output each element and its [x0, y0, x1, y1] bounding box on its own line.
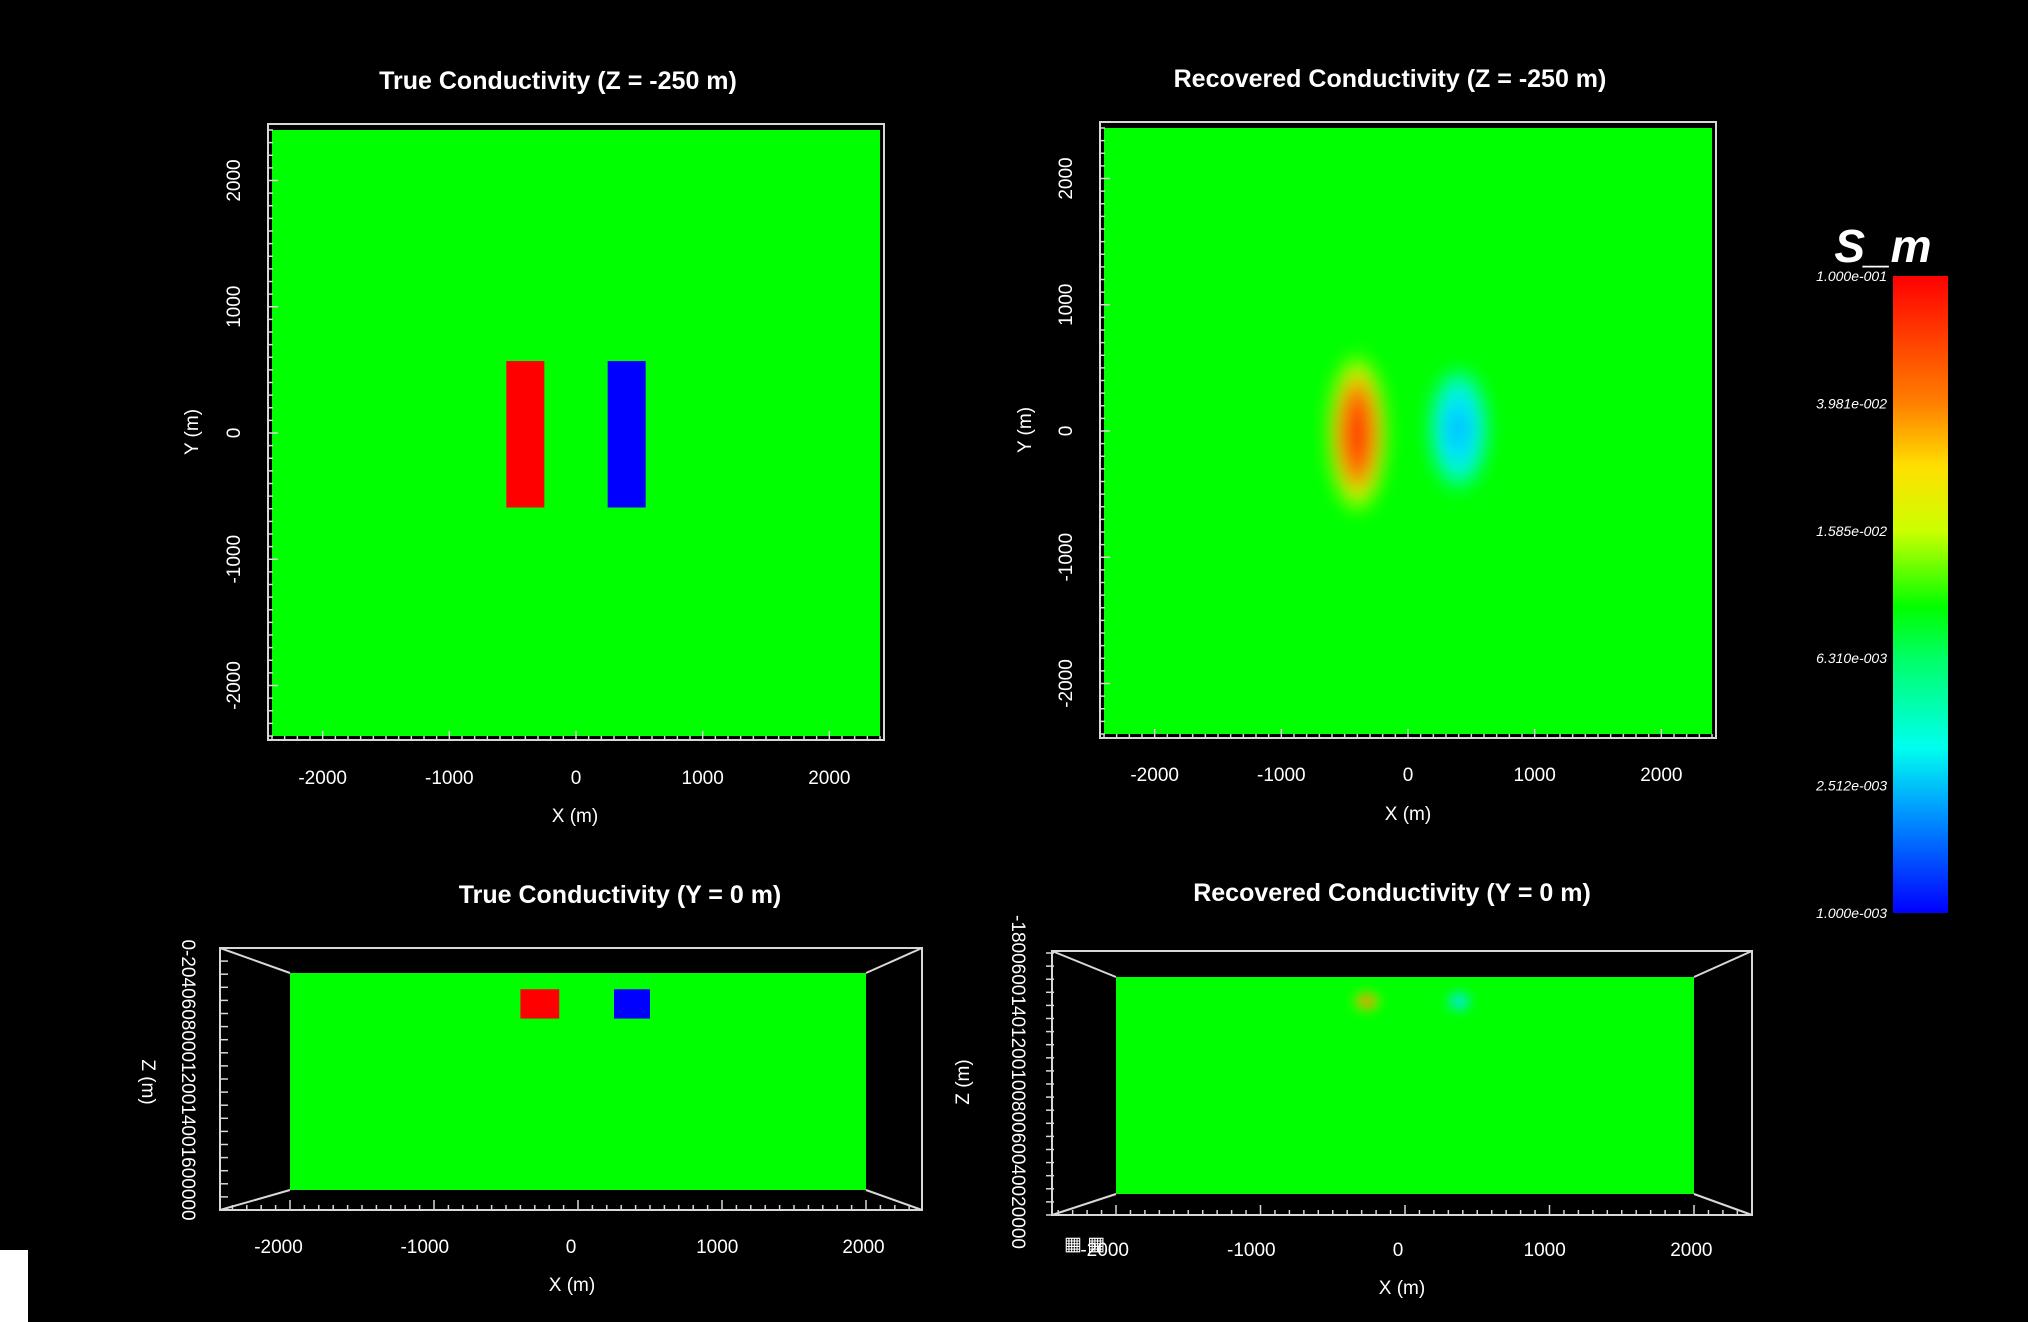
- background-model: [1116, 977, 1694, 1194]
- x-axis: -2000 -1000 0 1000 2000: [1057, 1205, 1739, 1261]
- x-tick-label: -2000: [1080, 1240, 1129, 1261]
- colorbar: S_m 1.000e-001 3.981e-002 1.585e-002 6.310e…: [1815, 220, 1948, 921]
- x-tick-label: -1000: [1257, 765, 1306, 786]
- z-axis-label: Z (m): [953, 1059, 974, 1104]
- conductive-body: [520, 989, 560, 1019]
- x-axis: -2000 -1000 0 1000 2000: [231, 1200, 910, 1258]
- z-axis: [220, 947, 228, 1211]
- x-tick-label: -2000: [254, 1237, 303, 1258]
- x-axis-label: X (m): [1385, 804, 1431, 825]
- colorbar-tick-label: 1.000e-001: [1816, 268, 1887, 284]
- colorbar-tick-label: 3.981e-002: [1816, 395, 1887, 411]
- x-tick-label: 2000: [842, 1237, 884, 1258]
- recovered-conductive-anomaly: [1353, 991, 1381, 1011]
- background-model: [1104, 128, 1712, 734]
- recovered-resistive-anomaly: [1425, 362, 1492, 496]
- panel-recovered-z: Recovered Conductivity (Z = -250 m) -200…: [1015, 65, 1717, 825]
- x-tick-label: 1000: [696, 1237, 738, 1258]
- y-tick-label: 0: [224, 428, 245, 439]
- resistive-body: [614, 989, 650, 1019]
- y-tick-label: -1000: [1056, 533, 1077, 582]
- conductive-body: [506, 361, 545, 508]
- x-tick-label: 1000: [1524, 1240, 1566, 1261]
- panel-true-y: True Conductivity (Y = 0 m) -2000 -1000 0 1…: [137, 881, 923, 1296]
- x-tick-label: 0: [571, 768, 582, 789]
- y-tick-label: 1000: [1056, 284, 1077, 326]
- recovered-conductive-anomaly: [1324, 346, 1391, 521]
- x-tick-label: 2000: [1670, 1240, 1712, 1261]
- panel-title: Recovered Conductivity (Y = 0 m): [1193, 879, 1591, 907]
- background-model: [272, 130, 880, 736]
- x-axis-label: X (m): [549, 1275, 595, 1296]
- x-axis: -2000 -1000 0 1000 2000: [271, 731, 881, 789]
- z-axis-label: Z (m): [137, 1059, 158, 1104]
- y-tick-label: -1000: [224, 535, 245, 584]
- background-model: [290, 973, 866, 1190]
- corner-block: [0, 1250, 28, 1322]
- y-tick-label: -2000: [1056, 659, 1077, 708]
- panel-recovered-y: Recovered Conductivity (Y = 0 m) -2000 -1…: [953, 879, 1753, 1299]
- x-tick-label: 0: [1393, 1240, 1404, 1261]
- colorbar-ticks: 1.000e-001 3.981e-002 1.585e-002 6.310e-003…: [1815, 268, 1887, 921]
- panel-title: True Conductivity (Z = -250 m): [379, 67, 737, 95]
- colorbar-tick-label: 1.585e-002: [1816, 523, 1887, 539]
- colorbar-gradient: [1893, 276, 1948, 913]
- resistive-body: [607, 361, 646, 508]
- y-axis: -2000 -1000 0 1000 2000: [1056, 127, 1110, 735]
- x-tick-label: -1000: [425, 768, 474, 789]
- colorbar-tick-label: 2.512e-003: [1815, 778, 1887, 794]
- x-tick-label: 2000: [1640, 765, 1682, 786]
- colorbar-tick-label: 6.310e-003: [1816, 650, 1887, 666]
- x-tick-label: -1000: [400, 1237, 449, 1258]
- colorbar-title: S_m: [1834, 220, 1931, 272]
- y-axis-label: Y (m): [1015, 407, 1036, 453]
- y-tick-label: 1000: [224, 286, 245, 328]
- x-tick-label: 0: [1403, 765, 1414, 786]
- x-tick-label: 2000: [808, 768, 850, 789]
- y-tick-label: 0: [1056, 426, 1077, 437]
- x-tick-label: -2000: [298, 768, 347, 789]
- y-tick-label: 2000: [224, 159, 245, 201]
- z-tick-labels: -1800600140120010080060040020000: [1007, 915, 1028, 1249]
- panel-title: Recovered Conductivity (Z = -250 m): [1174, 65, 1607, 93]
- y-axis-label: Y (m): [182, 409, 203, 455]
- z-axis: [1046, 952, 1054, 1216]
- y-axis: -2000 -1000 0 1000 2000: [224, 129, 278, 737]
- x-tick-label: 1000: [1514, 765, 1556, 786]
- orientation-axes-icon: ▦ ▦: [1064, 1234, 1105, 1255]
- panel-title: True Conductivity (Y = 0 m): [459, 881, 782, 909]
- y-tick-label: -2000: [224, 661, 245, 710]
- x-tick-label: 0: [566, 1237, 577, 1258]
- x-axis-label: X (m): [552, 806, 598, 827]
- colorbar-tick-label: 1.000e-003: [1816, 905, 1887, 921]
- recovered-resistive-anomaly: [1447, 991, 1472, 1011]
- panel-true-z: True Conductivity (Z = -250 m) -2000 -100…: [182, 67, 885, 827]
- x-axis-label: X (m): [1379, 1278, 1425, 1299]
- y-tick-label: 2000: [1056, 157, 1077, 199]
- x-tick-label: 1000: [682, 768, 724, 789]
- z-tick-labels: 0-2040608000120014001600000: [177, 939, 198, 1220]
- x-axis: -2000 -1000 0 1000 2000: [1103, 729, 1713, 786]
- x-tick-label: -2000: [1130, 765, 1179, 786]
- x-tick-label: -1000: [1227, 1240, 1276, 1261]
